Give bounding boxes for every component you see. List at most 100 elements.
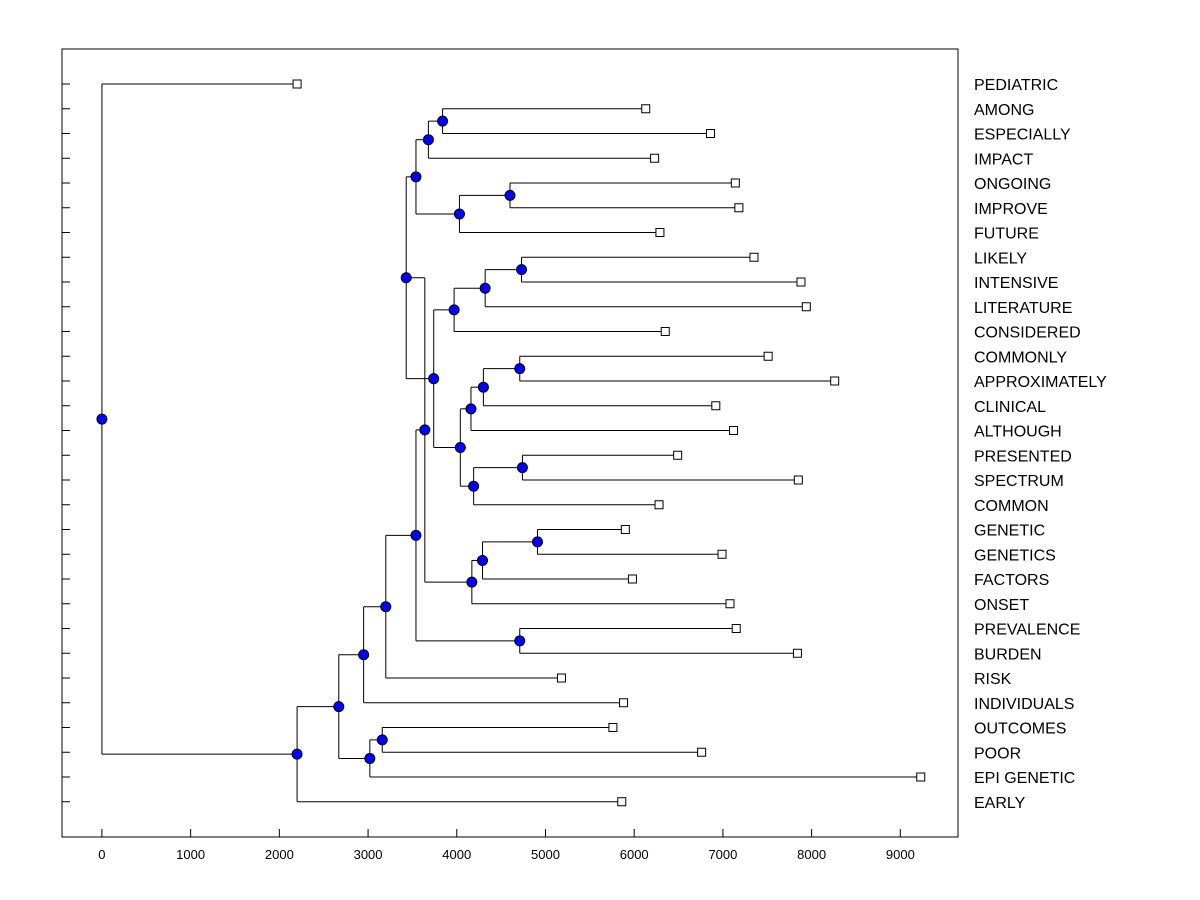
leaf-label-pediatric: PEDIATRIC [974,77,1058,94]
plot-frame [61,48,959,838]
node-n3 [504,189,516,201]
leaf-label-prevalence: PREVALENCE [974,622,1080,639]
leaf-label-literature: LITERATURE [974,300,1072,317]
leaf-label-intensive: INTENSIVE [974,275,1058,292]
leaf-label-onset: ONSET [974,597,1029,614]
x-tick-label-5000: 5000 [531,847,560,862]
leaf-label-genetics: GENETICS [974,547,1056,564]
leaf-label-risk: RISK [974,671,1012,688]
leaf-marker-pediatric [292,79,302,89]
node-n18 [476,554,488,566]
x-tick-label-4000: 4000 [442,847,471,862]
node-n27 [333,701,345,713]
leaf-label-burden: BURDEN [974,646,1042,663]
leaf-labels: PEDIATRIC AMONG ESPECIALLY IMPACT ONGOING IMP… [974,77,1107,812]
leaf-marker-future [655,228,665,237]
leaf-marker-considered [660,327,670,336]
leaf-label-spectrum: SPECTRUM [974,473,1064,490]
leaf-marker-intensive [796,277,806,287]
leaf-marker-ongoing [730,178,740,188]
row-ticks [62,83,70,803]
x-tick-label-0: 0 [98,847,105,862]
leaf-label-presented: PRESENTED [974,448,1072,465]
leaf-marker-early [617,797,627,807]
leaf-label-especially: ESPECIALLY [974,127,1071,144]
leaf-marker-improve [734,203,744,213]
leaf-label-considered: CONSIDERED [974,325,1081,342]
leaf-marker-spectrum [793,475,803,485]
leaf-marker-genetics [717,549,727,559]
leaf-label-improve: IMPROVE [974,201,1048,218]
node-n1 [437,115,449,127]
x-tick-label-6000: 6000 [620,847,649,862]
leaf-label-outcomes: OUTCOMES [974,721,1066,738]
node-n20 [419,424,431,436]
node-n15 [428,373,440,385]
leaf-marker-presented [673,450,683,460]
node-n11 [465,403,477,415]
leaf-marker-literature [801,302,811,312]
leaf-marker-genetic [620,525,630,534]
node-n21 [514,635,526,647]
leaf-marker-likely [749,252,759,262]
x-tick-label-8000: 8000 [797,847,826,862]
leaf-label-although: ALTHOUGH [974,424,1062,441]
leaf-marker-onset [725,599,735,609]
node-n6 [516,264,528,276]
node-n23 [380,601,392,613]
leaf-marker-burden [792,648,802,658]
node-n9 [514,363,526,375]
node-root [96,413,108,425]
leaf-marker-among [641,104,651,114]
leaf-label-approximately: APPROXIMATELY [974,374,1107,391]
node-markers [96,115,544,764]
leaf-label-impact: IMPACT [974,151,1033,168]
node-n5 [410,171,422,183]
leaf-marker-prevalence [731,624,741,633]
leaf-label-factors: FACTORS [974,572,1049,589]
leaf-markers [292,79,926,807]
leaf-marker-outcomes [608,723,618,732]
leaf-label-clinical: CLINICAL [974,399,1046,416]
leaf-marker-factors [627,574,637,584]
x-tick-label-1000: 1000 [176,847,205,862]
leaf-marker-especially [705,129,715,138]
node-n14 [454,442,466,454]
leaf-marker-epi-genetic [916,772,926,782]
leaf-label-early: EARLY [974,795,1026,812]
leaf-label-individuals: INDIVIDUALS [974,696,1074,713]
x-tick-label-3000: 3000 [354,847,383,862]
node-n12 [516,462,528,474]
node-n16 [400,272,412,284]
node-n7 [479,282,491,294]
leaf-marker-although [729,426,739,435]
leaf-marker-commonly [763,351,773,361]
node-n22 [410,529,422,541]
leaf-marker-poor [697,747,707,757]
node-n2 [422,134,434,146]
leaf-marker-clinical [711,401,721,411]
leaf-label-likely: LIKELY [974,250,1027,267]
node-n25 [376,734,388,746]
node-n26 [364,752,376,764]
node-n8 [448,304,460,316]
x-axis: 0 1000 2000 3000 4000 5000 6000 7000 8000 9000 [98,829,915,862]
leaf-label-genetic: GENETIC [974,523,1045,540]
node-n17 [532,536,544,548]
leaf-marker-impact [650,153,660,163]
node-n10 [477,381,489,393]
x-tick-label-2000: 2000 [265,847,294,862]
leaf-label-epi-genetic: EPI GENETIC [974,770,1075,787]
x-tick-label-9000: 9000 [886,847,915,862]
leaf-label-future: FUTURE [974,226,1039,243]
leaf-label-commonly: COMMONLY [974,349,1067,366]
leaf-marker-common [654,500,664,510]
leaf-label-among: AMONG [974,102,1034,119]
node-n19 [466,576,478,588]
node-n24 [358,649,370,661]
leaf-label-common: COMMON [974,498,1049,515]
leaf-marker-approximately [830,376,840,386]
node-n13 [468,480,480,492]
leaf-marker-individuals [619,698,629,708]
